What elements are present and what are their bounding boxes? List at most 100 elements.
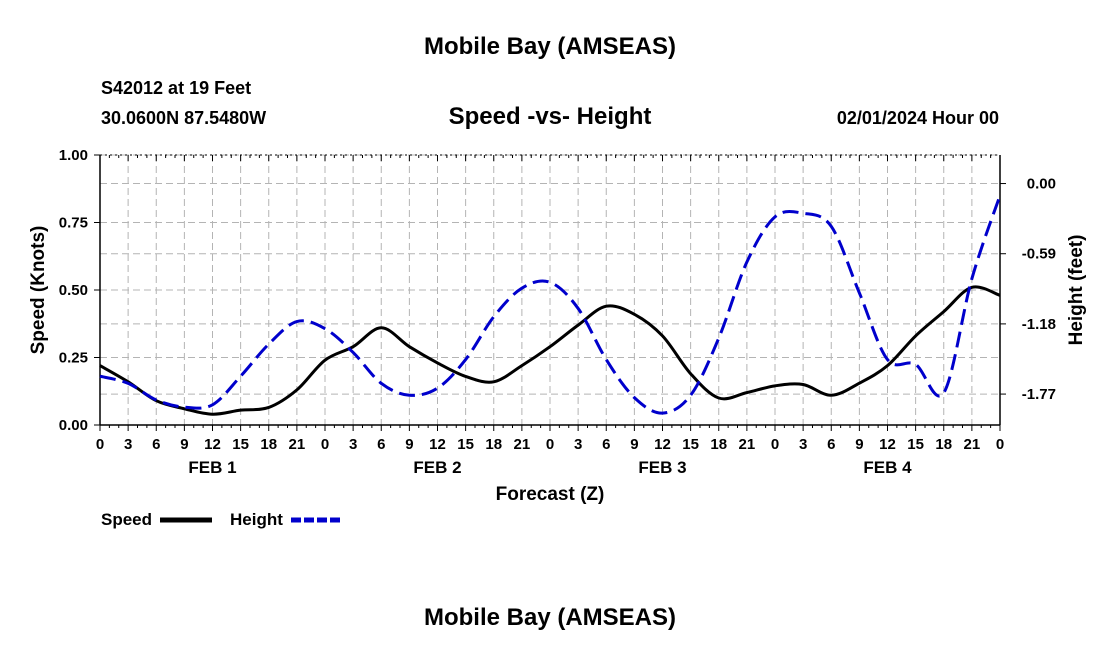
- top-title: Mobile Bay (AMSEAS): [424, 33, 676, 60]
- series-line-speed: [99, 285, 1001, 416]
- x-tick-label: 6: [827, 436, 835, 453]
- x-tick-label: 12: [429, 436, 446, 453]
- data-point-speed: [605, 305, 607, 307]
- data-point-speed: [437, 362, 439, 364]
- data-point-speed: [718, 397, 720, 399]
- data-point-height: [774, 216, 776, 218]
- data-point-height: [268, 343, 270, 345]
- x-tick-label: 6: [152, 436, 160, 453]
- data-point-speed: [858, 382, 860, 384]
- legend-height-label: Height: [230, 510, 283, 529]
- data-point-height: [943, 392, 945, 394]
- axes: [94, 154, 1006, 431]
- x-tick-label: 6: [377, 436, 385, 453]
- x-tick-label: 9: [405, 436, 413, 453]
- data-point-height: [915, 363, 917, 365]
- coords-label: 30.0600N 87.5480W: [101, 108, 266, 128]
- bottom-title: Mobile Bay (AMSEAS): [424, 604, 676, 631]
- x-tick-label: 12: [204, 436, 221, 453]
- data-point-height: [577, 307, 579, 309]
- series-line-height: [99, 194, 1002, 415]
- data-point-speed: [296, 389, 298, 391]
- day-label: FEB 3: [638, 458, 686, 477]
- data-point-height: [352, 351, 354, 353]
- data-point-speed: [324, 359, 326, 361]
- x-tick-label: 9: [855, 436, 863, 453]
- data-point-speed: [212, 413, 214, 415]
- data-point-speed: [577, 324, 579, 326]
- station-label: S42012 at 19 Feet: [101, 78, 251, 98]
- y-axis-title: Speed (Knots): [28, 226, 49, 355]
- data-point-height: [605, 359, 607, 361]
- data-point-speed: [999, 294, 1001, 296]
- y2-tick-label: -1.77: [1022, 386, 1056, 403]
- x-tick-label: 0: [96, 436, 104, 453]
- x-tick-label: 0: [996, 436, 1004, 453]
- legend: Speed Height: [101, 510, 343, 529]
- data-point-height: [296, 321, 298, 323]
- data-point-height: [493, 316, 495, 318]
- data-point-height: [802, 212, 804, 214]
- data-point-speed: [915, 335, 917, 337]
- day-label: FEB 2: [413, 458, 461, 477]
- x-tick-label: 18: [935, 436, 952, 453]
- y2-axis-title: Height (feet): [1066, 235, 1087, 346]
- data-point-speed: [493, 381, 495, 383]
- tick-labels: 0 3 6 9 12 15 18 21 0 3 6 9 12 15 18 21 0 3 6 9 12 15 18 21 0 3 6 9…: [59, 147, 1056, 477]
- data-point-height: [155, 399, 157, 401]
- data-point-speed: [887, 365, 889, 367]
- x-tick-label: 9: [630, 436, 638, 453]
- data-point-speed: [633, 313, 635, 315]
- data-point-speed: [465, 375, 467, 377]
- x-tick-label: 18: [485, 436, 502, 453]
- data-point-speed: [408, 346, 410, 348]
- data-point-height: [887, 359, 889, 361]
- data-point-speed: [746, 392, 748, 394]
- datetime-label: 02/01/2024 Hour 00: [837, 108, 999, 128]
- data-point-speed: [830, 394, 832, 396]
- data-point-speed: [802, 384, 804, 386]
- x-axis-title: Forecast (Z): [496, 484, 605, 505]
- data-point-speed: [549, 346, 551, 348]
- x-tick-label: 0: [321, 436, 329, 453]
- x-tick-label: 21: [514, 436, 531, 453]
- x-tick-label: 0: [546, 436, 554, 453]
- data-point-height: [830, 225, 832, 227]
- x-tick-label: 12: [879, 436, 896, 453]
- x-tick-label: 15: [457, 436, 474, 453]
- data-point-height: [183, 406, 185, 408]
- data-point-height: [212, 404, 214, 406]
- data-point-speed: [268, 406, 270, 408]
- data-point-height: [408, 394, 410, 396]
- x-tick-label: 15: [232, 436, 249, 453]
- data-point-height: [324, 328, 326, 330]
- data-point-height: [521, 287, 523, 289]
- x-tick-label: 18: [710, 436, 727, 453]
- data-point-height: [633, 397, 635, 399]
- y-tick-label: 0.75: [59, 215, 88, 232]
- data-point-height: [549, 281, 551, 283]
- series-layer: [99, 194, 1002, 416]
- x-tick-label: 6: [602, 436, 610, 453]
- data-point-height: [746, 261, 748, 263]
- y2-tick-label: 0.00: [1027, 176, 1056, 193]
- data-point-height: [690, 394, 692, 396]
- x-tick-label: 15: [682, 436, 699, 453]
- data-point-height: [465, 359, 467, 361]
- data-point-height: [380, 382, 382, 384]
- data-point-height: [127, 382, 129, 384]
- data-point-speed: [521, 365, 523, 367]
- x-tick-label: 21: [289, 436, 306, 453]
- y-tick-label: 0.00: [59, 417, 88, 434]
- x-tick-label: 3: [124, 436, 132, 453]
- data-point-height: [99, 375, 101, 377]
- data-point-height: [858, 292, 860, 294]
- data-point-height: [999, 194, 1001, 196]
- day-label: FEB 1: [188, 458, 236, 477]
- y2-tick-label: -1.18: [1022, 316, 1056, 333]
- x-tick-label: 3: [799, 436, 807, 453]
- y-tick-label: 0.25: [59, 350, 88, 367]
- data-point-height: [437, 387, 439, 389]
- data-point-speed: [662, 335, 664, 337]
